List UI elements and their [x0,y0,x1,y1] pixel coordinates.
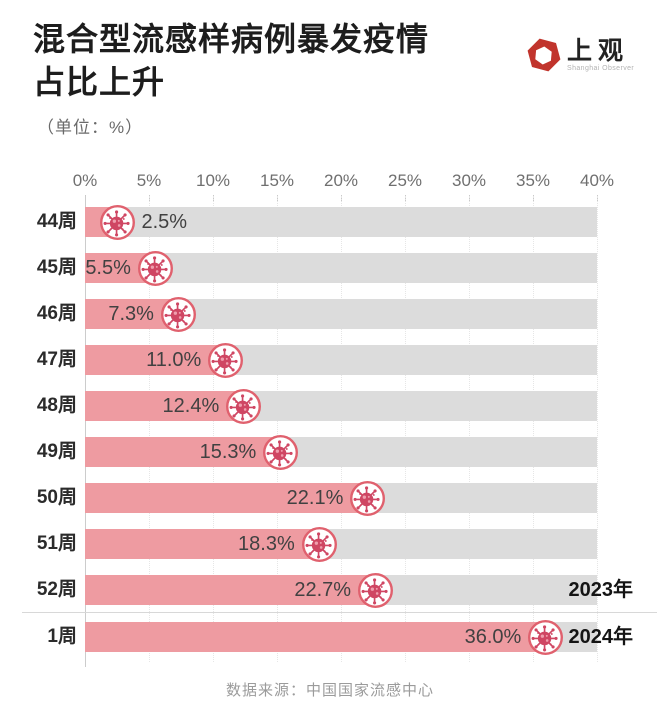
week-label: 44周 [36,211,77,232]
x-axis-tick-label: 35% [515,171,551,190]
brand-logo-text: 上观 Shanghai Observer [567,38,634,72]
gridline [469,196,470,662]
data-source: 数据来源：中国国家流感中心 [225,682,434,699]
gridline [341,196,342,662]
bar-row: 52周 22.7% 2023年 [0,572,660,608]
virus-icon [349,480,386,517]
week-label: 51周 [36,533,77,554]
bar-row: 49周 15.3% [0,434,660,470]
y-axis-line [85,196,86,667]
virus-icon [137,250,174,287]
x-axis-tick-label: 15% [259,171,295,190]
week-label: 1周 [47,626,77,647]
x-axis-tick-label: 40% [579,171,615,190]
virus-icon [99,204,136,241]
virus-icon [207,342,244,379]
year-label: 2023年 [568,579,634,601]
bar-fill [85,622,546,652]
brand-logo: 上观 Shanghai Observer [527,38,634,72]
value-label: 12.4% [162,395,220,417]
page-title-line1: 混合型流感样病例暴发疫情 [33,21,430,57]
value-label: 5.5% [85,257,131,279]
virus-icon [301,526,338,563]
gridline [213,196,214,662]
virus-icon [357,572,394,609]
year-label: 2024年 [568,626,634,648]
bar-fill [85,391,244,421]
x-axis-tick-label: 30% [451,171,487,190]
year-section-divider [22,612,657,613]
bar-row: 1周 36.0% 2024年 [0,619,660,655]
x-axis-tick-label: 25% [387,171,423,190]
week-label: 49周 [36,441,77,462]
bar-fill [85,575,376,605]
bar-fill [85,345,226,375]
brand-name: 上观 [567,38,630,65]
unit-note: （单位：%） [37,118,144,137]
virus-icon [225,388,262,425]
x-axis-tick-label: 10% [195,171,231,190]
bar-row: 47周 11.0% [0,342,660,378]
gridline [533,196,534,662]
virus-icon [160,296,197,333]
bar-row: 51周 18.3% [0,526,660,562]
bar-row: 45周 5.5% [0,250,660,286]
hexagon-logo-icon [527,38,561,72]
gridline [405,196,406,662]
bar-row: 50周 22.1% [0,480,660,516]
bar-row: 48周 12.4% [0,388,660,424]
bar-fill [85,483,368,513]
x-axis-tick-label: 20% [323,171,359,190]
page-title-line2: 占比上升 [33,64,166,100]
value-label: 22.7% [294,579,352,601]
week-label: 52周 [36,579,77,600]
value-label: 2.5% [141,211,188,233]
bar-row: 46周 7.3% [0,296,660,332]
value-label: 18.3% [238,533,295,555]
value-label: 36.0% [464,626,522,648]
bar-track [85,207,597,237]
week-label: 46周 [36,303,77,324]
x-axis-tick-label: 5% [136,171,162,190]
bar-fill [85,529,320,559]
gridline [149,196,150,662]
value-label: 11.0% [146,349,202,371]
x-axis-tick-label: 0% [72,171,98,190]
week-label: 48周 [36,395,77,416]
week-label: 45周 [36,257,77,278]
brand-subtext: Shanghai Observer [567,65,635,72]
virus-icon [262,434,299,471]
virus-icon [527,619,564,656]
value-label: 15.3% [199,441,257,463]
bar-fill [85,437,281,467]
page-title: 混合型流感样病例暴发疫情 占比上升 [33,18,429,104]
bar-row: 44周 2.5% [0,204,660,240]
week-label: 50周 [36,487,77,508]
gridline [597,196,598,662]
gridline [277,196,278,662]
value-label: 22.1% [286,487,344,509]
value-label: 7.3% [108,303,154,325]
week-label: 47周 [36,349,77,370]
